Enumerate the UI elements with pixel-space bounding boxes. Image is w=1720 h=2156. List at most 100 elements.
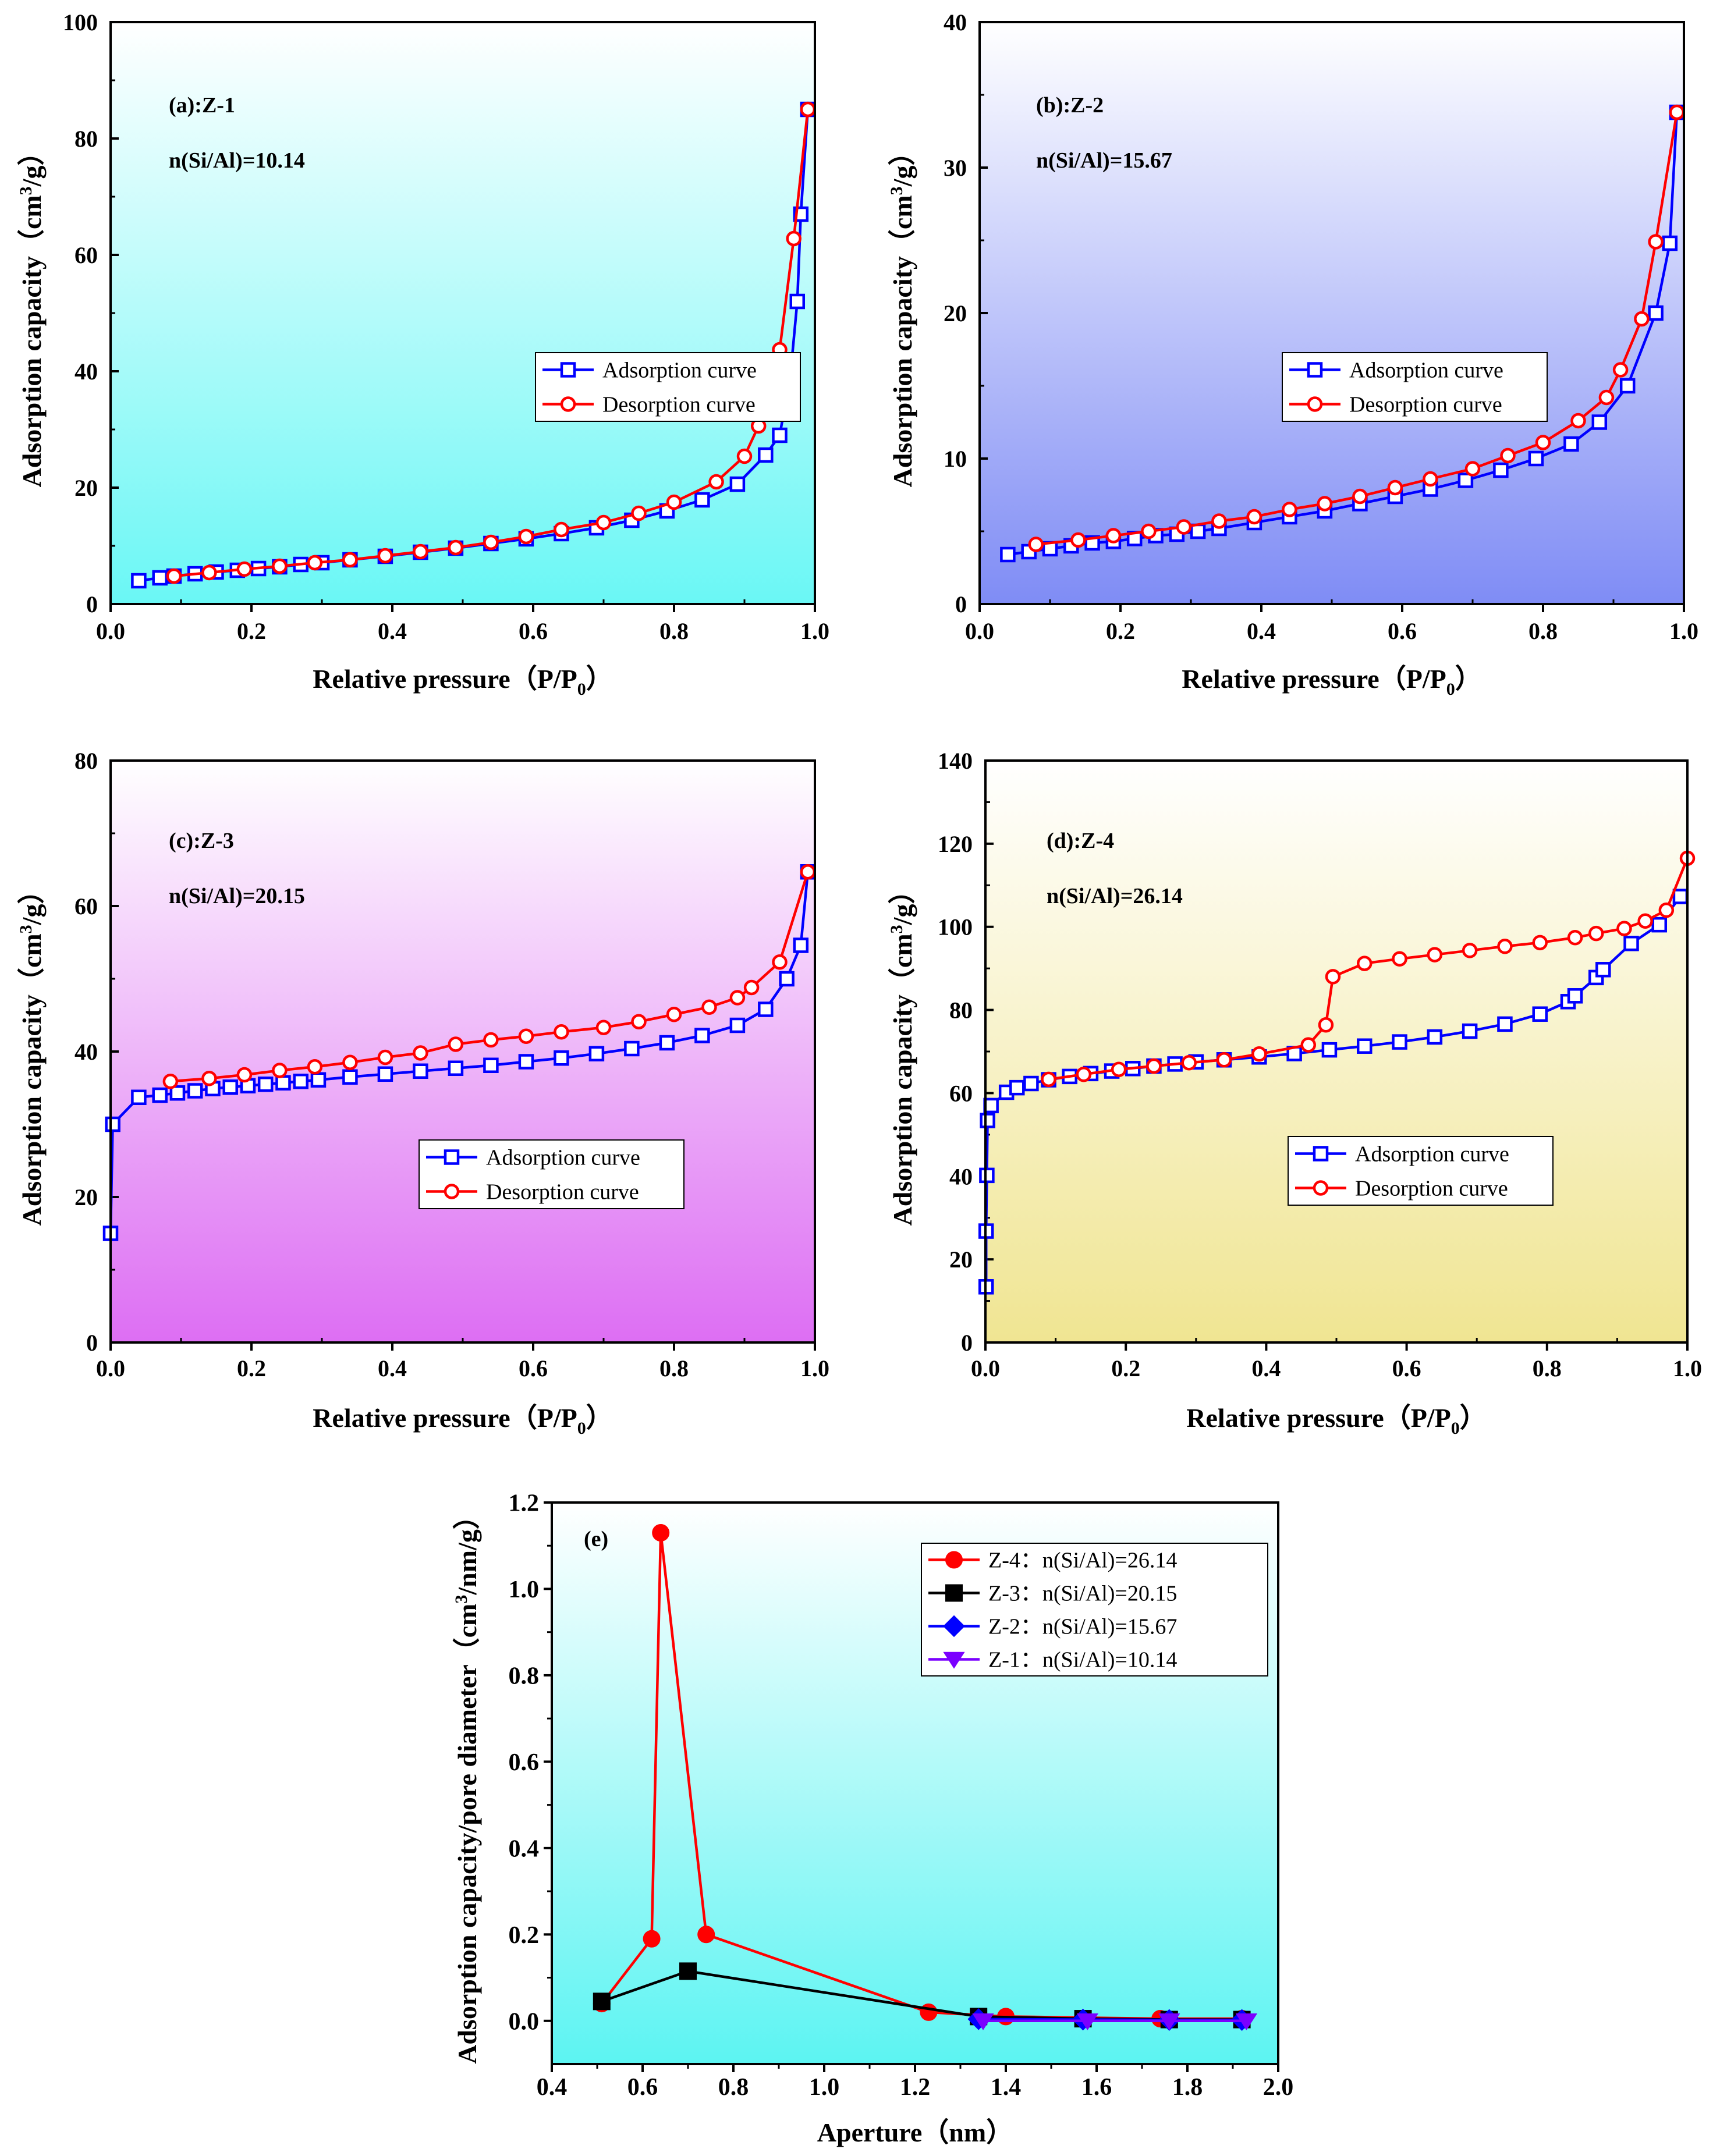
data-point [201,564,217,581]
y-tick-label: 40 [75,358,98,385]
legend-label: Adsorption curve [602,358,757,383]
data-point [342,1054,358,1070]
data-point [1462,943,1478,958]
data-point [1570,413,1586,429]
data-point [1076,2013,1099,2030]
plot-frame [551,1501,1279,2065]
data-point [1352,488,1368,505]
y-tick-label: 40 [75,1039,98,1065]
legend-marker [1313,1146,1329,1162]
data-point [1211,513,1227,529]
legend-marker [444,1184,460,1199]
data-point [1637,913,1653,929]
data-point [1041,1071,1056,1088]
legend-label: Adsorption curve [486,1146,640,1170]
data-point [701,999,717,1015]
legend-box [921,1543,1268,1677]
data-point [1356,1038,1373,1054]
legend: Adsorption curve Desorption curve [419,1139,685,1209]
legend-box [419,1139,685,1209]
x-tick-label: 0.2 [237,618,266,644]
data-point [1658,902,1675,918]
data-point [236,1067,253,1083]
x-tick-label: 0.4 [1251,1355,1281,1381]
data-point [1535,435,1551,450]
legend-marker [945,1551,963,1569]
data-point [293,1074,308,1089]
y-tick-label: 80 [75,126,98,152]
data-point [1105,528,1122,544]
data-point [518,528,534,545]
legend: Z-4：n(Si/Al)=26.14 Z-3：n(Si/Al)=20.15 Z-2：… [921,1543,1268,1677]
chart-panel-a: 0.0 0.2 0.4 0.6 0.8 1.0 0 20 40 60 80 100 (a):Z-1 n(S… [16,9,829,699]
data-point [1623,936,1639,951]
y-tick-label: 120 [938,831,973,857]
data-point [800,864,816,880]
legend-marker [1313,1180,1329,1196]
data-point [1158,2013,1180,2030]
data-point [708,474,724,490]
y-tick-label: 100 [938,914,973,940]
legend-label: Z-1：n(Si/Al)=10.14 [988,1648,1177,1672]
data-point [631,505,647,521]
data-point [1246,509,1262,525]
x-tick-label: 0.6 [1392,1355,1421,1381]
data-point [448,539,464,556]
y-tick-label: 0.8 [509,1663,540,1690]
data-point [1111,1061,1127,1077]
data-point [789,293,805,310]
data-point [772,954,788,970]
panel-label: (c):Z-3 [169,829,234,853]
data-point [342,1069,358,1085]
plot-frame [984,759,1689,1344]
series-line [1048,858,1689,1081]
data-point [1321,1042,1338,1058]
legend-marker [560,396,576,412]
panel-label: (e) [584,1527,608,1551]
data-point [1387,479,1403,496]
x-tick-label: 0.8 [1529,618,1558,644]
y-tick-label: 60 [949,1080,973,1106]
legend-marker [444,1149,460,1165]
data-point [1634,311,1650,327]
legend-marker [1307,362,1323,378]
legend-label: Desorption curve [1349,393,1502,417]
y-tick-label: 80 [75,748,98,774]
data-point [1457,473,1474,488]
x-tick-label: 0.6 [519,1355,548,1381]
data-point [786,230,802,247]
y-tick-label: 20 [75,475,98,501]
x-tick-label: 1.0 [809,2074,840,2101]
data-point [1669,104,1685,120]
data-point [920,2003,938,2021]
data-point [779,971,795,987]
data-point [1591,414,1608,430]
data-point [131,1089,147,1105]
data-point [1497,1016,1513,1032]
y-tick-label: 100 [63,9,98,35]
data-point [222,1079,238,1095]
data-point [1318,1017,1334,1033]
x-tick-label: 0.4 [1247,618,1276,644]
data-point [1427,1029,1443,1045]
x-tick-label: 2.0 [1263,2074,1294,2101]
x-axis-label: Relative pressure（P/P0） [1182,664,1481,699]
panel-label: (b):Z-2 [1036,93,1104,118]
y-axis-label: Adsorption capacity（cm3/g） [16,139,47,488]
series-circle [166,101,816,584]
x-tick-label: 0.6 [627,2074,658,2101]
x-tick-label: 1.8 [1172,2074,1203,2101]
x-axis-label: Relative pressure（P/P0） [313,1403,612,1438]
data-point [275,1075,291,1091]
data-point [1423,471,1438,487]
data-point [1648,234,1664,250]
data-point [377,1066,393,1082]
data-point [666,1007,682,1022]
data-point [1567,988,1583,1004]
x-tick-label: 0.2 [1111,1355,1140,1381]
data-point [697,1926,715,1944]
y-tick-label: 0.4 [509,1836,540,1863]
legend: Adsorption curve Desorption curve [1288,1136,1554,1206]
x-tick-label: 0.8 [659,618,689,644]
series-circle [1028,104,1685,552]
